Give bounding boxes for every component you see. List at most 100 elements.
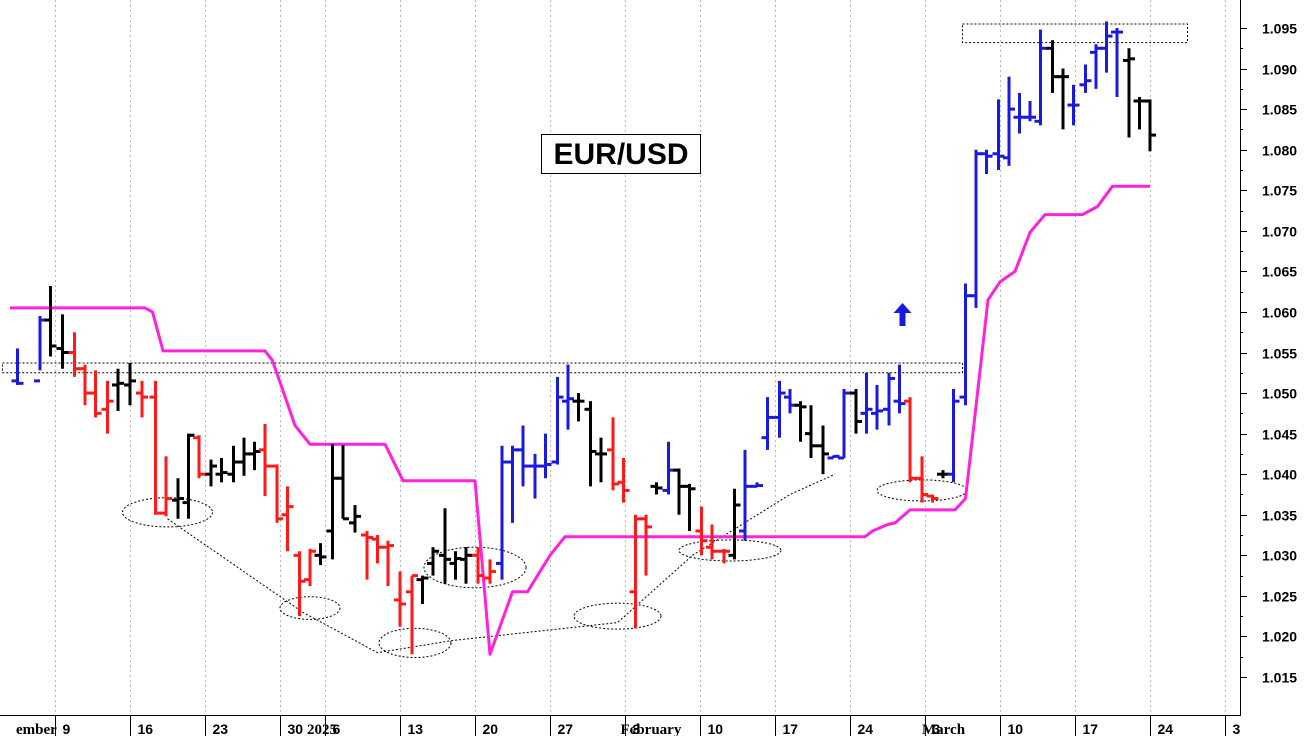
price-bar-95: [1079, 64, 1092, 93]
price-bar-35: [416, 575, 429, 604]
price-bar-77: [883, 372, 895, 426]
price-bar-17: [215, 457, 228, 483]
trailing-stop-line: [10, 184, 1150, 656]
y-tick-label-6: 1.045: [1262, 427, 1297, 443]
x-tick-label-10: 17: [783, 721, 799, 736]
price-bar-76: [871, 384, 883, 430]
price-bar-36: [427, 547, 439, 576]
low-circle-4: [573, 602, 662, 630]
y-axis-ticks: 1.015 1.020 1.025 1.030 1.035 1.040 1.045 1.050…: [1240, 21, 1297, 686]
x-tick-label-13: 10: [1008, 721, 1024, 736]
y-tick-label-16: 1.095: [1262, 21, 1297, 37]
y-tick-label-3: 1.030: [1262, 548, 1297, 564]
price-bar-26: [314, 543, 327, 566]
price-bar-93: [1057, 68, 1069, 130]
price-bar-50: [584, 401, 597, 487]
y-tick-label-13: 1.080: [1262, 143, 1297, 159]
price-bar-61: [706, 524, 718, 560]
price-bar-64: [739, 449, 751, 541]
x-tick-label-3: 30: [288, 721, 304, 736]
month-label-3: March: [922, 722, 966, 736]
price-bar-2: [44, 285, 57, 357]
price-bar-41: [484, 559, 496, 584]
price-bar-49: [572, 393, 585, 422]
price-bar-80: [916, 456, 928, 503]
y-tick-label-14: 1.085: [1262, 102, 1297, 118]
price-bar-51: [595, 437, 607, 483]
month-labels: ember 2025 February March: [16, 722, 966, 736]
price-bar-87: [992, 99, 1005, 170]
price-bar-34: [406, 574, 418, 655]
low-circle-2: [378, 627, 452, 659]
price-bar-72: [827, 454, 840, 460]
price-bar-32: [382, 540, 394, 587]
price-bar-37: [439, 508, 451, 584]
price-bar-30: [361, 530, 373, 580]
price-bar-69: [794, 401, 807, 442]
price-bar-75: [860, 372, 873, 434]
y-tick-label-15: 1.090: [1262, 62, 1297, 78]
x-tick-label-1: 16: [138, 721, 154, 736]
y-tick-label-8: 1.055: [1262, 346, 1297, 362]
y-tick-label-4: 1.035: [1262, 508, 1297, 524]
resistance-zone-0: [2, 362, 963, 374]
price-bar-88: [1003, 76, 1015, 166]
price-bar-66: [761, 397, 774, 450]
price-bar-67: [773, 380, 786, 438]
price-bar-25: [304, 548, 316, 587]
price-bar-71: [817, 425, 829, 475]
x-tick-label-11: 24: [858, 721, 874, 736]
price-bar-8: [112, 368, 124, 411]
price-bar-101: [1144, 99, 1156, 152]
x-tick-label-2: 23: [213, 721, 229, 736]
price-bar-73: [838, 389, 850, 460]
price-bar-91: [1034, 29, 1047, 126]
price-bar-81: [926, 494, 939, 503]
price-bar-39: [460, 547, 472, 584]
price-bar-6: [89, 370, 102, 418]
price-bar-24: [293, 551, 306, 617]
low-circle-1: [279, 596, 341, 620]
price-bar-97: [1100, 21, 1113, 73]
price-bar-65: [751, 482, 763, 488]
buy-signal-arrow: [893, 302, 912, 326]
price-bar-83: [947, 389, 960, 483]
trendline-0: [167, 473, 836, 654]
price-bar-40: [472, 547, 484, 584]
y-tick-label-10: 1.065: [1262, 264, 1297, 280]
support-trendlines: [167, 473, 836, 654]
price-bar-94: [1067, 84, 1080, 126]
x-tick-label-16: 3: [1233, 721, 1241, 736]
y-tick-label-0: 1.015: [1262, 670, 1297, 686]
price-bar-14: [182, 433, 195, 519]
price-bar-12: [160, 456, 172, 517]
y-tick-label-7: 1.050: [1262, 386, 1297, 402]
price-bar-63: [728, 488, 741, 560]
price-bar-53: [617, 457, 630, 503]
price-bar-44: [517, 425, 529, 487]
chart-title-box: EUR/USD: [541, 134, 701, 174]
trail-line: [10, 184, 1150, 656]
chart-title: EUR/USD: [553, 138, 688, 171]
month-label-2: February: [621, 722, 682, 736]
price-bar-99: [1123, 48, 1135, 138]
price-bar-98: [1111, 28, 1123, 97]
price-bar-22: [271, 464, 283, 523]
price-bar-21: [259, 423, 271, 497]
price-bar-52: [607, 417, 619, 491]
x-tick-label-6: 20: [483, 721, 499, 736]
price-bar-74: [850, 389, 862, 434]
month-label-1: 2025: [307, 722, 337, 736]
x-tick-label-12: 3: [933, 721, 941, 736]
y-tick-label-2: 1.025: [1262, 589, 1297, 605]
price-bar-0: [11, 348, 24, 385]
vertical-gridlines: [55, 0, 1226, 715]
y-tick-label-1: 1.020: [1262, 629, 1297, 645]
price-bar-3: [56, 314, 69, 369]
x-axis-ticks: 9 16 23 30 6 13 20 27 3 10 17 24 3 10 17 24 3: [55, 716, 1241, 736]
price-bar-13: [172, 478, 184, 519]
price-bar-9: [124, 363, 136, 406]
y-tick-label-9: 1.060: [1262, 305, 1297, 321]
